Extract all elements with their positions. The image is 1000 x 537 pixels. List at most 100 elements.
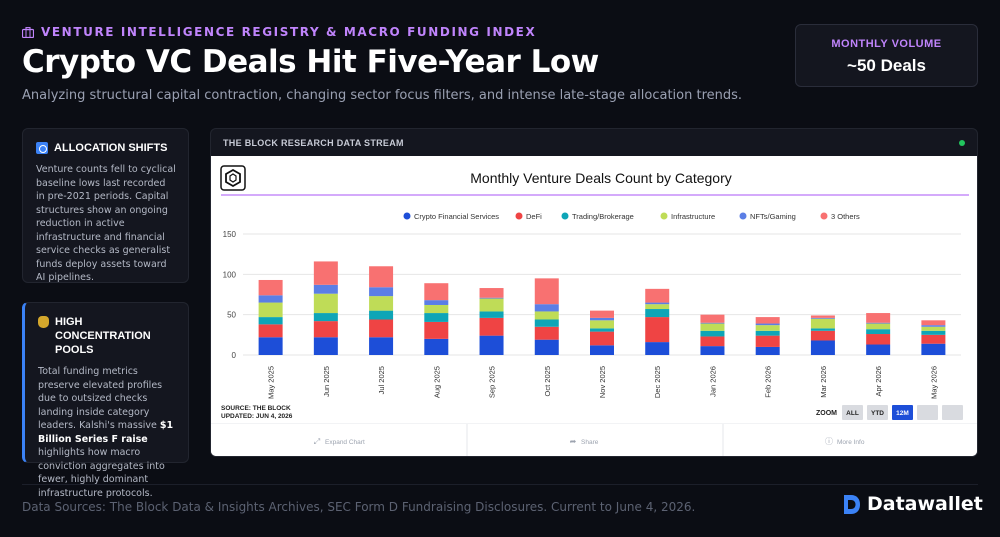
bar-segment[interactable] bbox=[645, 302, 670, 305]
bar-segment[interactable] bbox=[590, 320, 614, 329]
bar-segment[interactable] bbox=[921, 320, 946, 326]
bar-segment[interactable] bbox=[424, 283, 449, 301]
bar-segment[interactable] bbox=[866, 313, 891, 323]
bar-segment[interactable] bbox=[645, 304, 670, 310]
bar-segment[interactable] bbox=[700, 322, 725, 324]
bar-segment[interactable] bbox=[755, 346, 780, 355]
zoom-button[interactable] bbox=[867, 405, 888, 420]
zoom-button[interactable] bbox=[942, 405, 963, 420]
legend-label[interactable]: Crypto Financial Services bbox=[414, 212, 499, 221]
bar-segment[interactable] bbox=[866, 323, 891, 330]
bar-segment[interactable] bbox=[313, 261, 338, 285]
action-expand-chart-button[interactable]: Expand Chart bbox=[325, 439, 365, 446]
bar-segment[interactable] bbox=[424, 304, 449, 314]
bar-segment[interactable] bbox=[866, 334, 891, 345]
bar-segment[interactable] bbox=[313, 337, 338, 355]
expand-icon[interactable]: ⤢ bbox=[313, 437, 320, 446]
bar-segment[interactable] bbox=[810, 330, 835, 341]
bar-segment[interactable] bbox=[534, 278, 559, 305]
bar-segment[interactable] bbox=[755, 330, 780, 336]
bar-segment[interactable] bbox=[590, 317, 614, 321]
bar-segment[interactable] bbox=[479, 311, 504, 318]
bar-segment[interactable] bbox=[700, 336, 725, 347]
bar-segment[interactable] bbox=[700, 314, 725, 323]
bar-segment[interactable] bbox=[258, 337, 283, 355]
bar-segment[interactable] bbox=[369, 296, 394, 311]
bar-segment[interactable] bbox=[755, 323, 780, 326]
bar-segment[interactable] bbox=[258, 295, 283, 303]
bar-segment[interactable] bbox=[313, 293, 338, 314]
bar-segment[interactable] bbox=[645, 342, 670, 355]
bar-segment[interactable] bbox=[645, 288, 670, 303]
bar-segment[interactable] bbox=[534, 311, 559, 320]
legend-label[interactable]: NFTs/Gaming bbox=[750, 212, 796, 221]
bar-segment[interactable] bbox=[369, 287, 394, 297]
bar-segment[interactable] bbox=[534, 319, 559, 327]
bar-segment[interactable] bbox=[479, 317, 504, 336]
bar-segment[interactable] bbox=[479, 288, 504, 298]
bar-segment[interactable] bbox=[479, 298, 504, 312]
bar-segment[interactable] bbox=[921, 343, 946, 355]
bar-segment[interactable] bbox=[590, 328, 614, 332]
bar-segment[interactable] bbox=[810, 317, 835, 319]
bar-segment[interactable] bbox=[866, 344, 891, 355]
bar-segment[interactable] bbox=[313, 284, 338, 294]
legend-marker[interactable] bbox=[739, 212, 747, 220]
bar-segment[interactable] bbox=[590, 345, 614, 355]
bar-segment[interactable] bbox=[424, 313, 449, 322]
bar-segment[interactable] bbox=[590, 310, 614, 318]
zoom-button[interactable] bbox=[917, 405, 938, 420]
bar-segment[interactable] bbox=[424, 300, 449, 305]
bar-segment[interactable] bbox=[534, 326, 559, 340]
bar-segment[interactable] bbox=[258, 324, 283, 338]
bar-segment[interactable] bbox=[534, 339, 559, 355]
zoom-button[interactable] bbox=[842, 405, 863, 420]
info-icon[interactable]: ⓘ bbox=[825, 437, 833, 446]
bar-segment[interactable] bbox=[258, 302, 283, 318]
bar-segment[interactable] bbox=[424, 338, 449, 355]
bar-segment[interactable] bbox=[866, 322, 891, 324]
bar-segment[interactable] bbox=[424, 321, 449, 339]
zoom-button[interactable] bbox=[892, 405, 913, 420]
bar-segment[interactable] bbox=[921, 334, 946, 344]
legend-label[interactable]: Trading/Brokerage bbox=[572, 212, 634, 221]
bar-segment[interactable] bbox=[810, 328, 835, 331]
legend-marker[interactable] bbox=[561, 212, 569, 220]
legend-marker[interactable] bbox=[403, 212, 411, 220]
bar-segment[interactable] bbox=[369, 337, 394, 355]
legend-marker[interactable] bbox=[660, 212, 668, 220]
bar-segment[interactable] bbox=[534, 304, 559, 312]
share-icon[interactable]: ➦ bbox=[570, 437, 577, 446]
bar-segment[interactable] bbox=[313, 321, 338, 338]
bar-segment[interactable] bbox=[313, 313, 338, 322]
bar-segment[interactable] bbox=[810, 340, 835, 355]
bar-segment[interactable] bbox=[479, 335, 504, 355]
bar-segment[interactable] bbox=[921, 330, 946, 335]
bar-segment[interactable] bbox=[755, 335, 780, 347]
bar-segment[interactable] bbox=[645, 317, 670, 343]
bar-segment[interactable] bbox=[921, 326, 946, 331]
action-share-button[interactable]: Share bbox=[581, 439, 599, 446]
zoom-button-label[interactable]: ALL bbox=[846, 410, 859, 417]
legend-label[interactable]: 3 Others bbox=[831, 212, 860, 221]
bar-segment[interactable] bbox=[258, 279, 283, 296]
bar-segment[interactable] bbox=[755, 317, 780, 324]
bar-segment[interactable] bbox=[700, 330, 725, 337]
bar-segment[interactable] bbox=[700, 346, 725, 355]
bar-segment[interactable] bbox=[755, 325, 780, 331]
bar-segment[interactable] bbox=[590, 331, 614, 346]
bar-segment[interactable] bbox=[866, 329, 891, 335]
bar-segment[interactable] bbox=[479, 297, 504, 299]
bar-segment[interactable] bbox=[369, 266, 394, 288]
bar-segment[interactable] bbox=[810, 315, 835, 318]
bar-segment[interactable] bbox=[369, 319, 394, 338]
legend-marker[interactable] bbox=[515, 212, 523, 220]
zoom-button-label[interactable]: 12M bbox=[896, 410, 909, 417]
bar-segment[interactable] bbox=[700, 323, 725, 331]
bar-segment[interactable] bbox=[810, 318, 835, 329]
bar-segment[interactable] bbox=[645, 309, 670, 318]
zoom-button-label[interactable]: YTD bbox=[871, 410, 884, 417]
bar-segment[interactable] bbox=[921, 325, 946, 327]
legend-label[interactable]: DeFi bbox=[526, 212, 542, 221]
bar-segment[interactable] bbox=[258, 317, 283, 325]
